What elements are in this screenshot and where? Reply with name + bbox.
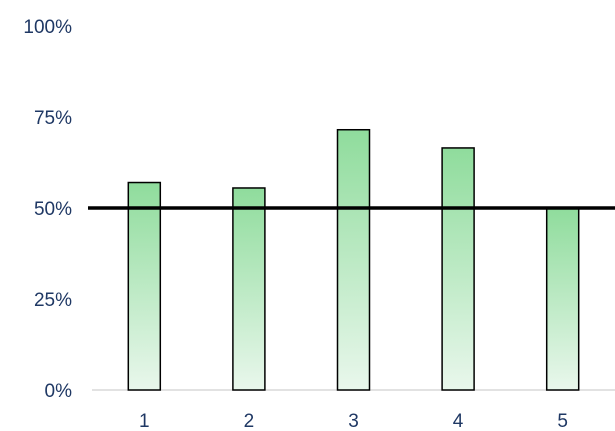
x-tick-label: 5 [557,411,568,431]
bar-3 [336,128,371,391]
x-tick-label: 1 [139,411,150,431]
y-tick-label: 100% [23,17,72,38]
bar-series [127,128,580,391]
x-tick-label: 2 [244,411,255,431]
y-tick-label: 75% [34,108,72,129]
bar-4 [441,147,475,391]
bar-2 [232,187,266,391]
y-tick-label: 25% [34,290,72,311]
x-tick-label: 3 [348,411,359,431]
x-tick-label: 4 [453,411,464,431]
y-axis: 0% 25% 50% 75% 100% [23,17,72,402]
bar-1 [127,181,162,391]
y-tick-label: 0% [45,381,73,402]
y-tick-label: 50% [34,199,72,220]
bar-5 [545,207,580,391]
x-axis: 1 2 3 4 5 [139,411,568,431]
